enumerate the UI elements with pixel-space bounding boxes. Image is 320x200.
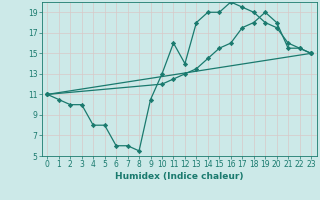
X-axis label: Humidex (Indice chaleur): Humidex (Indice chaleur)	[115, 172, 244, 181]
